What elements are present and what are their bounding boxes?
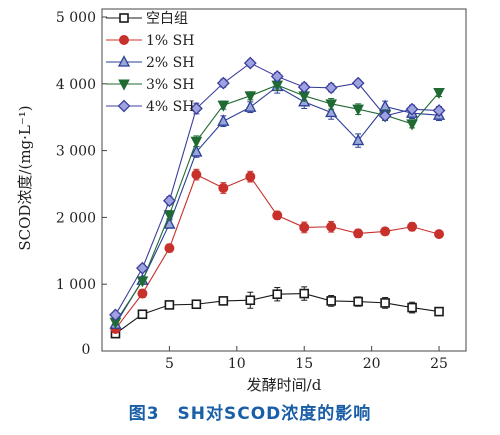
data-point — [245, 171, 256, 182]
legend-label: 空白组 — [146, 11, 188, 27]
data-point — [191, 299, 202, 310]
legend-item: 1% SH — [106, 33, 194, 49]
data-point — [352, 133, 365, 146]
data-point — [434, 229, 445, 240]
legend-item: 3% SH — [106, 77, 194, 93]
y-tick-label: 1 000 — [56, 277, 96, 293]
data-point — [245, 295, 256, 306]
data-point — [163, 210, 176, 222]
legend-marker — [118, 79, 130, 91]
data-point — [217, 114, 230, 126]
legend-marker — [117, 99, 131, 113]
legend-item: 4% SH — [106, 99, 194, 115]
data-point — [299, 288, 310, 299]
data-point — [433, 87, 445, 100]
y-tick-label: 2 000 — [56, 210, 96, 226]
data-point — [326, 296, 336, 306]
data-point — [164, 243, 175, 254]
y-tick-label: 3 000 — [56, 144, 96, 160]
series-line — [115, 84, 440, 323]
x-tick-label: 5 — [165, 356, 174, 372]
y-axis: 1 000 2 000 3 000 4 000 5 000 — [56, 10, 107, 293]
data-point — [218, 183, 229, 194]
x-axis-title: 发酵时间/d — [247, 376, 322, 394]
data-point — [136, 276, 149, 288]
series-layer — [109, 56, 446, 339]
series-1 — [110, 286, 444, 339]
data-point — [189, 102, 203, 115]
data-point — [325, 99, 338, 111]
data-point — [378, 109, 392, 123]
legend: 空白组 1% SH 2% SH 3% SH 4% SH — [106, 11, 194, 115]
plot-frame — [101, 8, 467, 352]
data-point — [162, 194, 176, 208]
data-point — [137, 309, 148, 320]
data-point — [380, 298, 390, 308]
data-point — [218, 296, 229, 306]
data-point — [407, 302, 417, 313]
legend-label: 2% SH — [146, 55, 194, 71]
data-point — [353, 228, 364, 239]
data-point — [325, 105, 338, 118]
data-point — [217, 100, 230, 112]
data-point — [432, 104, 446, 117]
data-point — [324, 81, 338, 95]
figure-caption: 图3 SH对SCOD浓度的影响 — [128, 404, 372, 424]
series-2 — [110, 168, 445, 334]
data-point — [406, 119, 418, 131]
data-point — [353, 296, 363, 307]
data-point — [216, 76, 230, 90]
legend-item: 空白组 — [106, 11, 188, 27]
x-tick-label: 10 — [228, 356, 246, 372]
x-tick-label: 20 — [363, 356, 381, 372]
x-tick-label: 15 — [295, 356, 313, 372]
legend-marker — [119, 35, 129, 45]
legend-item: 2% SH — [106, 55, 194, 71]
series-line — [115, 173, 440, 330]
data-point — [380, 226, 391, 237]
x-axis: 5 10 15 20 25 0 — [82, 342, 448, 372]
data-point — [244, 91, 257, 103]
y-tick-label: 4 000 — [56, 77, 96, 93]
data-point — [136, 261, 149, 275]
data-point — [243, 56, 257, 70]
y-axis-title: SCOD浓度/(mg·L⁻¹) — [16, 105, 34, 250]
data-point — [297, 80, 311, 94]
data-point — [351, 76, 365, 90]
origin-label: 0 — [82, 342, 91, 358]
y-tick-label: 5 000 — [56, 10, 96, 26]
data-point — [190, 145, 203, 157]
x-tick-label: 25 — [430, 356, 448, 372]
data-point — [379, 99, 392, 112]
data-point — [326, 221, 337, 232]
data-point — [434, 306, 444, 317]
data-point — [163, 217, 176, 229]
data-point — [299, 222, 310, 233]
legend-label: 3% SH — [146, 77, 194, 93]
data-point — [407, 221, 418, 232]
data-point — [272, 210, 283, 221]
series-5 — [109, 56, 446, 322]
data-point — [109, 308, 122, 322]
data-point — [164, 300, 175, 310]
data-point — [190, 136, 203, 148]
data-point — [405, 102, 419, 116]
legend-marker — [119, 13, 129, 23]
legend-label: 4% SH — [146, 99, 194, 115]
data-point — [270, 70, 284, 83]
legend-marker — [117, 55, 131, 67]
data-point — [244, 100, 257, 112]
legend-label: 1% SH — [146, 33, 194, 49]
data-point — [272, 289, 283, 300]
data-point — [352, 104, 364, 116]
data-point — [137, 288, 148, 299]
data-point — [191, 169, 202, 180]
